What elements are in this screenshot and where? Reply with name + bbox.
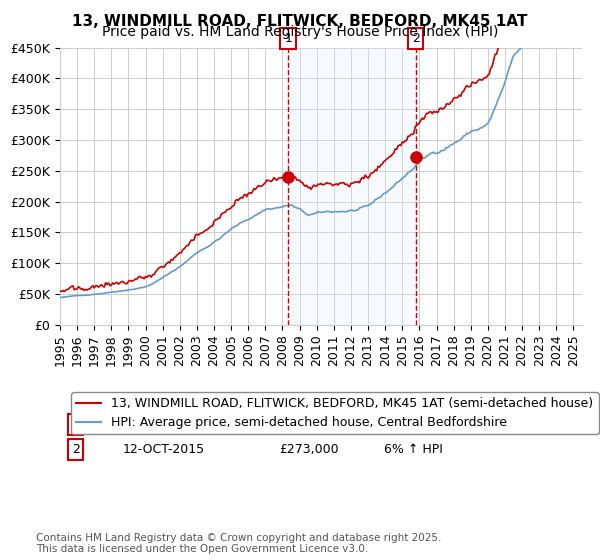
- Text: 2: 2: [412, 32, 419, 45]
- Text: Contains HM Land Registry data © Crown copyright and database right 2025.
This d: Contains HM Land Registry data © Crown c…: [36, 533, 442, 554]
- Text: 1: 1: [72, 418, 80, 431]
- Text: 01-MAY-2008: 01-MAY-2008: [122, 418, 204, 431]
- Text: £240,000: £240,000: [279, 418, 339, 431]
- Text: Price paid vs. HM Land Registry's House Price Index (HPI): Price paid vs. HM Land Registry's House …: [102, 25, 498, 39]
- Text: £273,000: £273,000: [279, 443, 339, 456]
- Text: 1: 1: [284, 32, 292, 45]
- Text: 12-OCT-2015: 12-OCT-2015: [122, 443, 205, 456]
- Bar: [288, 48, 416, 325]
- Text: 6% ↑ HPI: 6% ↑ HPI: [383, 443, 443, 456]
- Legend: 13, WINDMILL ROAD, FLITWICK, BEDFORD, MK45 1AT (semi-detached house), HPI: Avera: 13, WINDMILL ROAD, FLITWICK, BEDFORD, MK…: [71, 392, 599, 435]
- Text: 13, WINDMILL ROAD, FLITWICK, BEDFORD, MK45 1AT: 13, WINDMILL ROAD, FLITWICK, BEDFORD, MK…: [73, 14, 527, 29]
- Text: 2: 2: [72, 443, 80, 456]
- Text: 14% ↑ HPI: 14% ↑ HPI: [383, 418, 451, 431]
